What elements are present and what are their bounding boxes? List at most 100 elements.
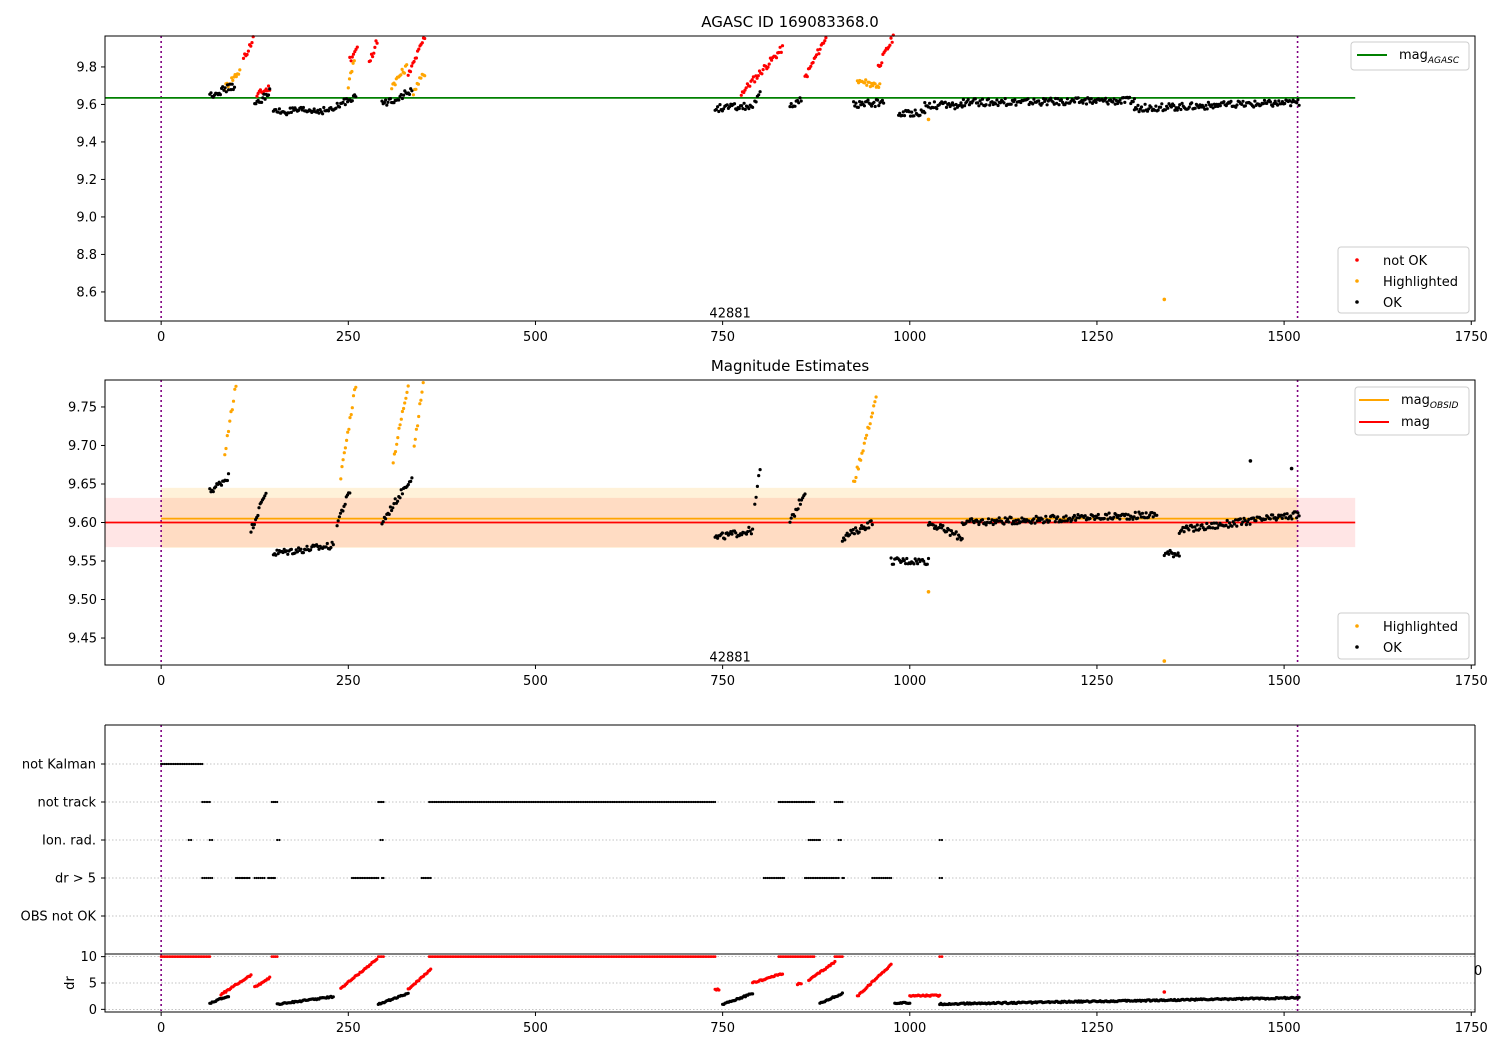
flag-point [584, 800, 587, 804]
point-ok [958, 103, 962, 107]
point-ok [873, 104, 877, 109]
point-ok [1114, 98, 1118, 103]
point-ok [751, 992, 755, 996]
point-highlighted [871, 84, 875, 88]
flag-row-label: dr > 5 [55, 872, 96, 887]
x-tick-label: 1500 [1268, 674, 1301, 689]
point-highlighted [878, 82, 882, 86]
point-ok [337, 105, 342, 109]
flag-point [762, 876, 765, 880]
point-ok [954, 102, 958, 107]
y-tick-label: 9.70 [68, 439, 97, 454]
point-not-ok [938, 993, 942, 997]
x-tick-label: 500 [523, 674, 548, 689]
obsid-annotation: 42881 [709, 650, 750, 665]
legend-marker [1355, 300, 1359, 304]
point-ok [1225, 518, 1229, 523]
point-highlighted [403, 401, 407, 405]
point-ok [1172, 103, 1176, 108]
point-ok [1112, 97, 1116, 101]
point-not-ok [255, 94, 259, 98]
flag-point [378, 800, 382, 804]
flag-point [377, 876, 380, 880]
flag-point [467, 800, 470, 804]
point-ok [722, 107, 726, 111]
point-ok [1083, 97, 1087, 101]
flag-point [539, 800, 542, 804]
point-ok [1214, 521, 1218, 525]
flag-point [276, 838, 279, 842]
x-tick-label: 0 [157, 330, 165, 345]
point-ok [1122, 96, 1126, 100]
point-ok [882, 101, 886, 105]
point-not-ok [258, 88, 262, 92]
point-ok [876, 98, 880, 102]
point-ok [912, 114, 916, 118]
flag-point [554, 800, 557, 804]
flag-point [679, 800, 683, 804]
flag-point [826, 876, 830, 880]
point-not-ok [879, 64, 883, 68]
flag-point [492, 800, 495, 804]
point-ok [208, 487, 212, 491]
point-ok [880, 98, 885, 102]
point-not-ok [751, 75, 756, 79]
point-ok [299, 547, 303, 551]
point-ok [1193, 525, 1197, 529]
point-ok [1289, 104, 1293, 108]
flag-point [793, 800, 796, 804]
flag-point [696, 800, 699, 804]
point-highlighted [870, 411, 875, 415]
flag-point [818, 838, 822, 842]
point-ok [1174, 106, 1178, 110]
point-ok [1206, 100, 1210, 104]
point-ok [953, 107, 957, 111]
point-ok [232, 85, 237, 89]
point-ok [931, 523, 935, 527]
point-highlighted [867, 426, 871, 430]
point-not-ok [764, 64, 768, 68]
point-highlighted [352, 59, 356, 63]
y-tick-label: 0 [89, 1003, 97, 1018]
point-ok [908, 114, 913, 118]
point-not-ok [753, 80, 757, 84]
point-ok [852, 100, 856, 104]
point-ok [380, 99, 384, 103]
y-tick-label: 9.0 [76, 210, 97, 225]
point-ok [867, 526, 871, 530]
point-highlighted [224, 446, 228, 451]
point-ok [1167, 552, 1171, 556]
point-ok [1007, 520, 1011, 524]
point-highlighted [862, 441, 866, 445]
flag-point [880, 876, 883, 880]
point-ok [402, 93, 406, 97]
flag-point [638, 800, 641, 804]
point-ok [225, 478, 229, 483]
point-ok [1076, 96, 1080, 100]
point-ok [1104, 96, 1108, 100]
point-highlighted [411, 93, 415, 97]
flag-point [536, 800, 539, 804]
point-ok [1033, 521, 1037, 525]
point-ok [1203, 107, 1207, 111]
point-ok [1280, 516, 1284, 521]
point-highlighted [343, 446, 347, 450]
panel-agasc: AGASC ID 169083368.0 42881 0 250 500 750 1000 1… [76, 13, 1487, 345]
point-ok [211, 490, 215, 494]
flag-point [600, 800, 603, 804]
point-ok [877, 104, 881, 108]
point-ok [388, 97, 392, 101]
flag-point [615, 800, 618, 804]
point-ok [923, 111, 927, 115]
point-ok [1293, 510, 1298, 514]
point-not-ok [382, 955, 385, 958]
x-tick-label: 1750 [1455, 674, 1488, 689]
flag-point [837, 876, 840, 880]
point-ok [980, 518, 985, 522]
flag-point [352, 876, 355, 880]
flag-point [165, 762, 168, 766]
point-ok [1296, 511, 1300, 515]
x-tick-label: 750 [710, 674, 735, 689]
point-ok [1198, 527, 1202, 531]
point-ok [740, 104, 744, 108]
